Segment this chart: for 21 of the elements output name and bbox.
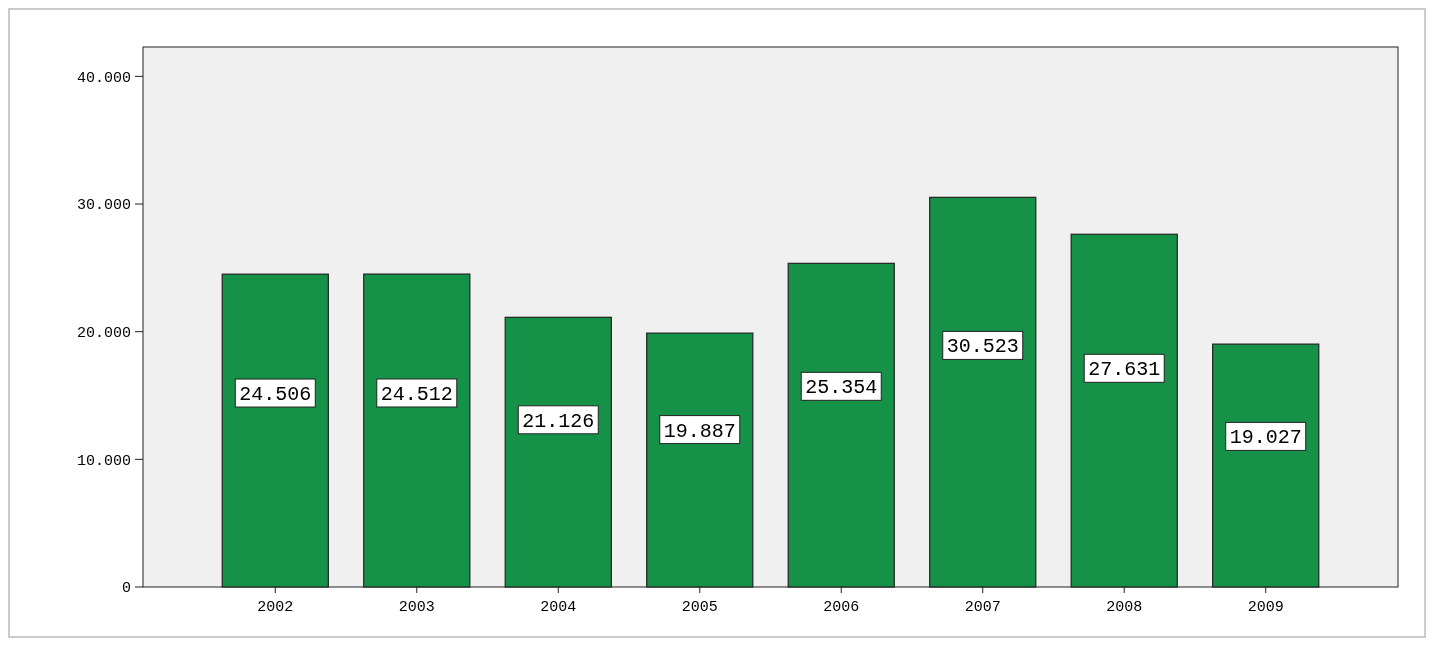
x-tick-label: 2004 (540, 599, 577, 616)
data-label: 30.523 (946, 335, 1019, 359)
y-tick-label: 40.000 (76, 69, 131, 87)
x-tick-label: 2005 (681, 599, 718, 616)
data-label: 19.887 (663, 419, 736, 443)
data-label: 25.354 (805, 376, 878, 400)
x-tick-label: 2002 (257, 599, 294, 616)
data-label: 24.512 (380, 382, 453, 406)
y-tick-label: 0 (121, 580, 131, 598)
data-label: 19.027 (1229, 426, 1302, 450)
x-tick-label: 2009 (1247, 599, 1284, 616)
data-label: 21.126 (522, 409, 595, 433)
x-tick-label: 2003 (398, 599, 435, 616)
x-tick-label: 2006 (823, 599, 860, 616)
y-tick-label: 20.000 (76, 324, 131, 342)
x-tick-label: 2008 (1106, 599, 1143, 616)
y-tick-label: 30.000 (76, 197, 131, 215)
x-tick-label: 2007 (964, 599, 1001, 616)
data-label: 24.506 (239, 383, 312, 407)
y-tick-label: 10.000 (76, 452, 131, 470)
data-label: 27.631 (1088, 358, 1161, 382)
